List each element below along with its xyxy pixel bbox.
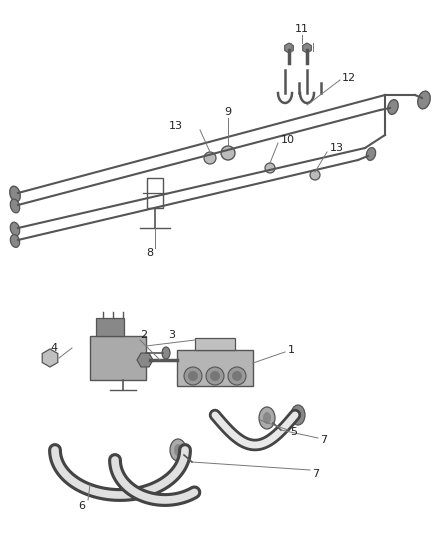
Bar <box>195 338 235 350</box>
Ellipse shape <box>11 235 20 247</box>
Circle shape <box>204 152 216 164</box>
Circle shape <box>265 163 275 173</box>
Circle shape <box>232 371 242 381</box>
Ellipse shape <box>418 91 430 109</box>
Text: 11: 11 <box>295 24 309 34</box>
Circle shape <box>184 367 202 385</box>
Ellipse shape <box>162 347 170 359</box>
Text: 10: 10 <box>281 135 295 145</box>
Bar <box>90 336 146 380</box>
Text: 7: 7 <box>312 469 319 479</box>
Bar <box>147 178 163 208</box>
Circle shape <box>206 367 224 385</box>
Circle shape <box>228 367 246 385</box>
Text: 5: 5 <box>290 427 297 437</box>
Text: 8: 8 <box>146 248 154 258</box>
Ellipse shape <box>10 222 20 236</box>
Text: 3: 3 <box>168 330 175 340</box>
Bar <box>177 350 253 386</box>
Circle shape <box>310 170 320 180</box>
Ellipse shape <box>174 444 182 456</box>
Text: 7: 7 <box>320 435 327 445</box>
Ellipse shape <box>10 199 20 213</box>
Ellipse shape <box>10 186 20 202</box>
Circle shape <box>221 146 235 160</box>
Text: 12: 12 <box>342 73 356 83</box>
Ellipse shape <box>291 405 305 425</box>
Circle shape <box>188 371 198 381</box>
Text: 6: 6 <box>78 501 85 511</box>
Ellipse shape <box>259 407 275 429</box>
Circle shape <box>210 371 220 381</box>
Ellipse shape <box>263 412 271 424</box>
Ellipse shape <box>366 148 376 160</box>
Text: 13: 13 <box>330 143 344 153</box>
Text: 1: 1 <box>288 345 295 355</box>
Ellipse shape <box>170 439 186 461</box>
Ellipse shape <box>388 100 398 115</box>
Text: 2: 2 <box>140 330 147 340</box>
Text: 4: 4 <box>51 343 58 353</box>
Text: 13: 13 <box>169 121 183 131</box>
Text: 9: 9 <box>224 107 232 117</box>
Bar <box>96 318 124 336</box>
